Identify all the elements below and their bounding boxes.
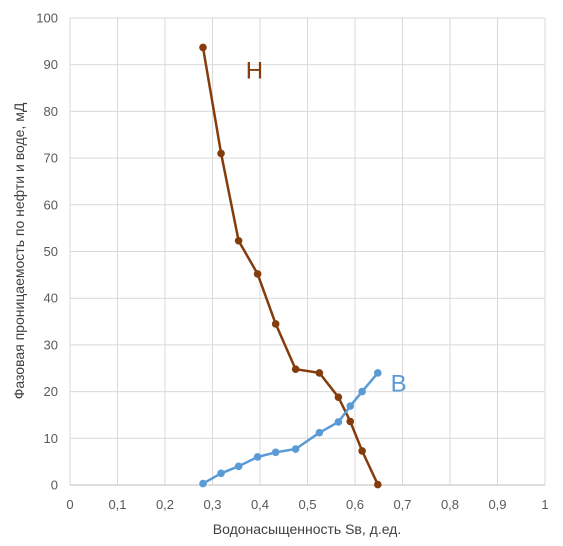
y-tick-labels: 0 10 20 30 40 50 60 70 80 90 100 [36,11,58,493]
y-tick-label: 10 [44,431,58,446]
data-point [234,462,243,471]
data-point [217,149,225,158]
data-point [358,387,366,396]
y-tick-label: 90 [44,57,58,72]
data-point [234,236,243,245]
y-tick-label: 60 [44,197,58,212]
data-point [334,418,343,426]
x-tick-label: 0,9 [488,497,506,512]
data-point [271,448,280,457]
y-axis-title: Фазовая проницаемость по нефти и воде, м… [11,102,27,399]
x-tick-label: 0,3 [203,497,221,512]
data-point [199,43,207,52]
x-tick-label: 0,2 [156,497,174,512]
y-tick-label: 40 [44,291,58,306]
data-point [358,447,366,455]
series-label: В [391,371,407,398]
x-tick-label: 0,8 [441,497,459,512]
data-point [346,417,355,426]
data-point [374,480,382,489]
x-tick-label: 1 [541,497,548,512]
data-point [217,469,225,478]
data-point [315,369,324,377]
x-tick-label: 0,5 [298,497,316,512]
series-line [202,372,379,485]
data-point [346,402,355,410]
y-tick-label: 30 [44,337,58,352]
data-point [374,369,382,377]
x-tick-label: 0,6 [346,497,364,512]
y-tick-label: 100 [36,11,58,26]
series-label: Н [246,58,263,85]
y-tick-label: 80 [44,104,58,119]
x-tick-label: 0 [66,497,73,512]
y-tick-label: 50 [44,244,58,259]
x-tick-label: 0,4 [251,497,269,512]
data-point [315,428,324,437]
y-tick-label: 20 [44,384,58,399]
x-tick-label: 0,7 [393,497,411,512]
series-oil: Н [199,43,382,489]
data-point [291,445,300,453]
series: НВ [199,43,407,489]
x-axis-title: Водонасыщенность Sв, д.ед. [213,521,402,537]
data-point [334,393,343,402]
data-point [291,365,300,373]
data-point [199,479,207,488]
y-tick-label: 70 [44,151,58,166]
x-tick-label: 0,1 [108,497,126,512]
data-point [253,453,262,461]
data-point [271,320,280,328]
y-tick-label: 0 [51,478,58,493]
x-tick-labels: 0 0,1 0,2 0,3 0,4 0,5 0,6 0,7 0,8 0,9 1 [66,497,548,512]
series-water: В [199,369,407,488]
grid [69,17,546,486]
data-point [253,270,262,278]
